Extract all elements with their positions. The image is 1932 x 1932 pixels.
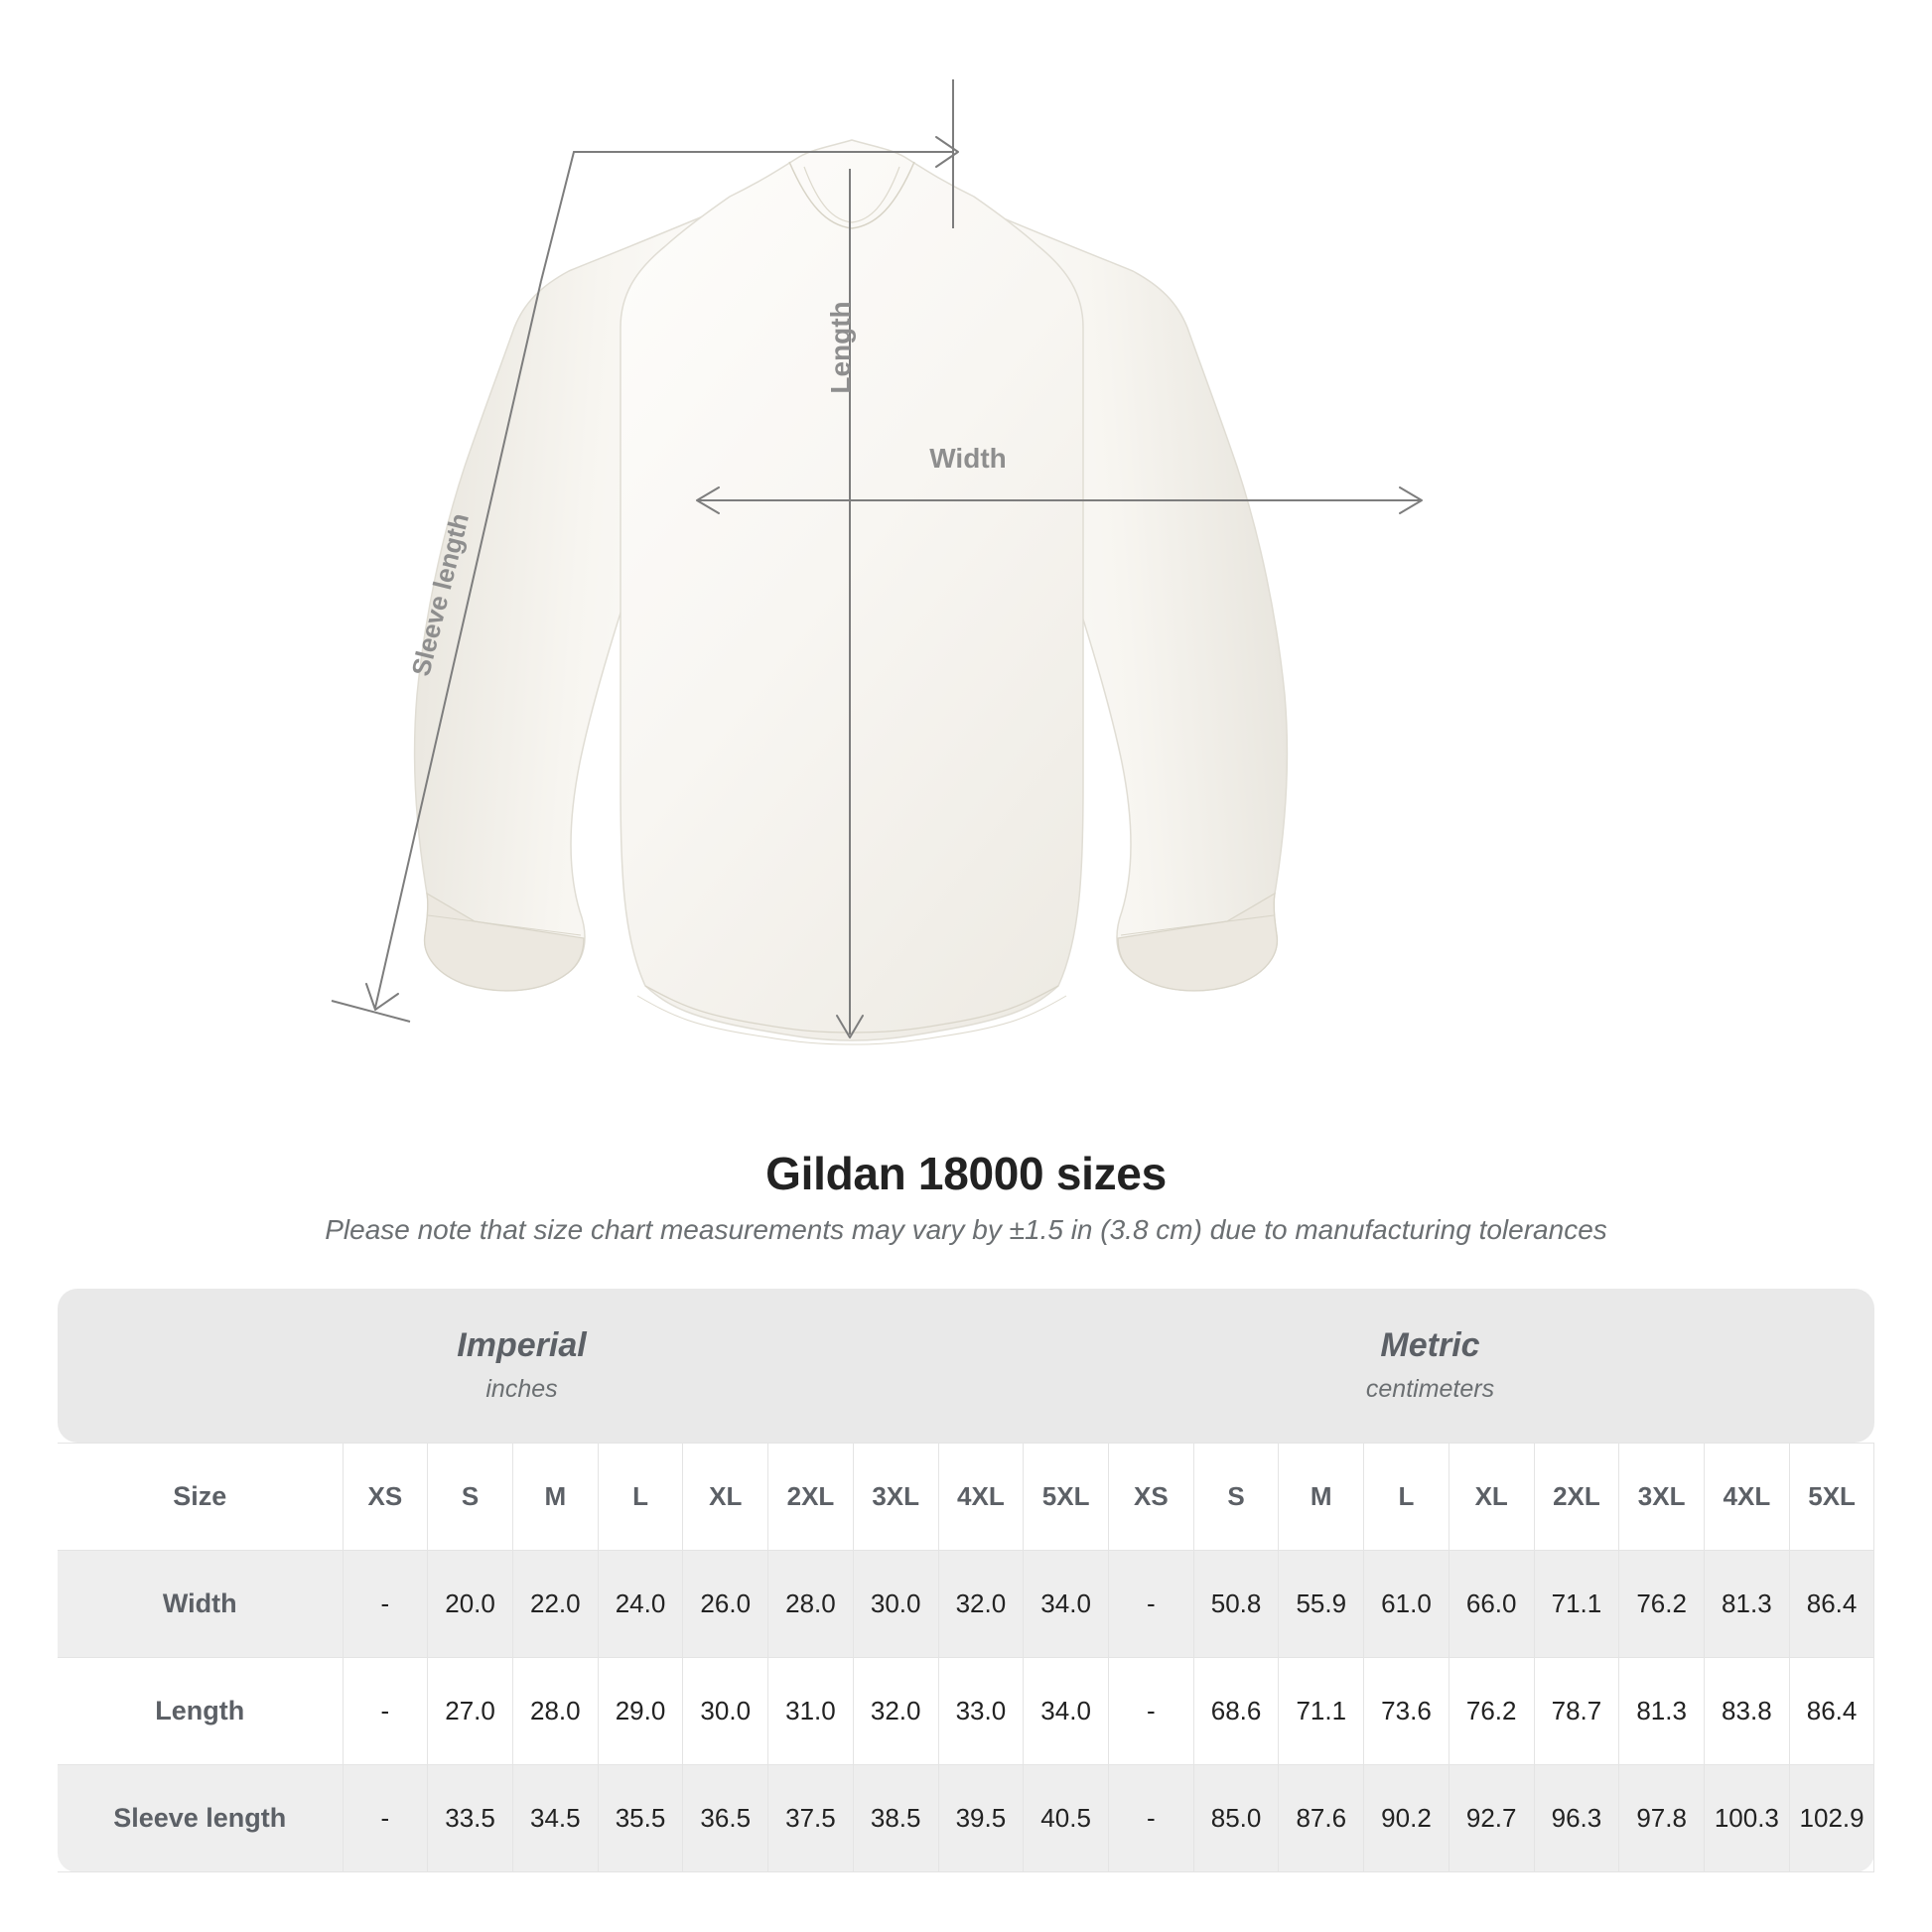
svg-text:Length: Length: [825, 301, 856, 393]
svg-text:Width: Width: [929, 443, 1007, 474]
